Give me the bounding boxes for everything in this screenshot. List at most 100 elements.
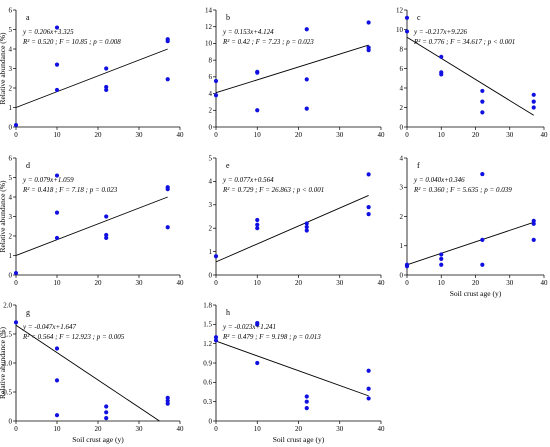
panel-letter: f <box>417 161 420 170</box>
y-tick-label: 12 <box>396 6 404 14</box>
data-point <box>404 15 410 20</box>
y-tick-label: 5 <box>9 174 13 182</box>
y-tick-label: 0.3 <box>203 398 212 406</box>
regression-stats: R² = 0.729 ; F = 26.863 ; p < 0.001 <box>222 186 324 194</box>
y-tick-label: 0 <box>400 271 404 279</box>
x-tick-label: 40 <box>177 131 185 139</box>
data-point <box>255 222 260 227</box>
x-axis-label: Soil crust age (y) <box>273 435 325 444</box>
panel-letter: g <box>26 308 30 317</box>
x-tick-label: 40 <box>177 425 185 433</box>
data-point <box>165 39 170 44</box>
panel-letter: d <box>26 161 30 170</box>
data-point <box>531 105 536 110</box>
data-point <box>104 84 109 90</box>
data-point <box>104 66 109 71</box>
data-point <box>480 99 485 104</box>
panel-d: 0 1 2 3 4 5 6 0 10 20 30 40 d y = 0.079x+1.059 R² = 0.… <box>9 154 185 287</box>
x-tick-label: 20 <box>95 131 103 139</box>
data-point <box>366 368 371 373</box>
data-point <box>480 171 485 177</box>
data-point <box>531 99 536 104</box>
y-tick-label: 6 <box>9 6 13 14</box>
x-tick-label: 20 <box>472 279 480 287</box>
data-point <box>54 346 60 351</box>
regression-equation: y = 0.153x+4.124 <box>222 28 274 36</box>
data-point <box>13 320 19 325</box>
regression-equation: y = 0.040x+0.346 <box>413 176 465 184</box>
x-axis-label: Soil crust age (y) <box>450 289 502 298</box>
x-tick-label: 0 <box>214 279 218 287</box>
x-tick-label: 30 <box>136 279 144 287</box>
y-tick-label: 0.9 <box>203 359 212 367</box>
data-point <box>255 217 260 223</box>
data-point <box>54 378 60 383</box>
x-tick-label: 40 <box>378 131 386 139</box>
data-point <box>104 232 109 238</box>
data-point <box>531 92 536 97</box>
data-point <box>54 87 60 93</box>
x-tick-label: 20 <box>295 279 303 287</box>
y-tick-label: 1.8 <box>203 301 212 309</box>
x-tick-label: 30 <box>336 425 344 433</box>
data-point <box>531 221 536 226</box>
data-point <box>104 235 109 241</box>
x-tick-label: 20 <box>95 425 103 433</box>
y-tick-label: 6 <box>9 154 13 162</box>
y-tick-label: 1.2 <box>203 340 212 348</box>
data-point <box>304 399 309 404</box>
data-point <box>404 264 410 269</box>
y-tick-label: 0 <box>209 417 213 425</box>
y-tick-label: 6 <box>400 65 404 73</box>
data-point <box>366 396 371 401</box>
regression-stats: R² = 0.564 ; F = 12.923 ; p = 0.005 <box>22 333 125 341</box>
x-tick-label: 30 <box>136 131 144 139</box>
x-tick-label: 30 <box>136 425 144 433</box>
x-tick-label: 10 <box>438 131 446 139</box>
y-tick-label: 1 <box>9 104 13 112</box>
x-tick-label: 0 <box>14 279 18 287</box>
y-tick-label: 2 <box>9 232 13 240</box>
data-point <box>104 404 109 409</box>
data-point <box>480 88 485 94</box>
y-tick-label: 3 <box>209 201 213 209</box>
panel-letter: a <box>26 13 30 22</box>
x-tick-label: 30 <box>506 131 514 139</box>
x-tick-label: 0 <box>14 131 18 139</box>
y-tick-label: 2 <box>400 213 404 221</box>
data-point <box>165 398 170 403</box>
y-tick-label: 10 <box>396 26 404 34</box>
y-tick-label: 2 <box>209 225 213 233</box>
regression-stats: R² = 0.479 ; F = 9.198 ; p = 0.013 <box>222 333 321 341</box>
data-point <box>304 406 309 411</box>
regression-equation: y = 0.206x+3.325 <box>22 28 74 36</box>
data-point <box>304 394 309 399</box>
y-tick-label: 3 <box>9 65 13 73</box>
x-tick-label: 10 <box>54 279 62 287</box>
data-point <box>304 27 309 32</box>
y-tick-label: 2 <box>400 104 404 112</box>
y-tick-label: 2 <box>209 107 213 115</box>
x-tick-label: 10 <box>54 425 62 433</box>
data-point <box>366 172 371 177</box>
regression-equation: y = -0.023x+1.241 <box>222 323 276 331</box>
y-tick-label: 8 <box>400 45 404 53</box>
data-point <box>531 218 536 223</box>
data-point <box>366 205 371 210</box>
regression-line <box>406 221 534 266</box>
x-tick-label: 20 <box>295 425 303 433</box>
data-point <box>366 386 371 391</box>
panel-b: 0 2 4 6 8 10 12 14 0 10 20 30 40 b y = 0.153x+4.124 R² … <box>205 6 385 139</box>
data-point <box>104 416 109 421</box>
x-tick-label: 10 <box>254 279 262 287</box>
regression-line <box>15 196 168 256</box>
y-axis-label: Relative abundance (%) <box>0 32 7 105</box>
x-tick-label: 40 <box>541 279 549 287</box>
y-tick-label: 4 <box>209 90 213 98</box>
data-point <box>304 224 309 230</box>
x-tick-label: 40 <box>177 279 185 287</box>
y-tick-label: 4 <box>400 84 404 92</box>
y-tick-label: 1 <box>9 252 13 260</box>
panel-e: 0 1 2 3 4 5 0 10 20 30 40 e y = 0.077x+0.564 R² = 0.7… <box>209 154 386 287</box>
